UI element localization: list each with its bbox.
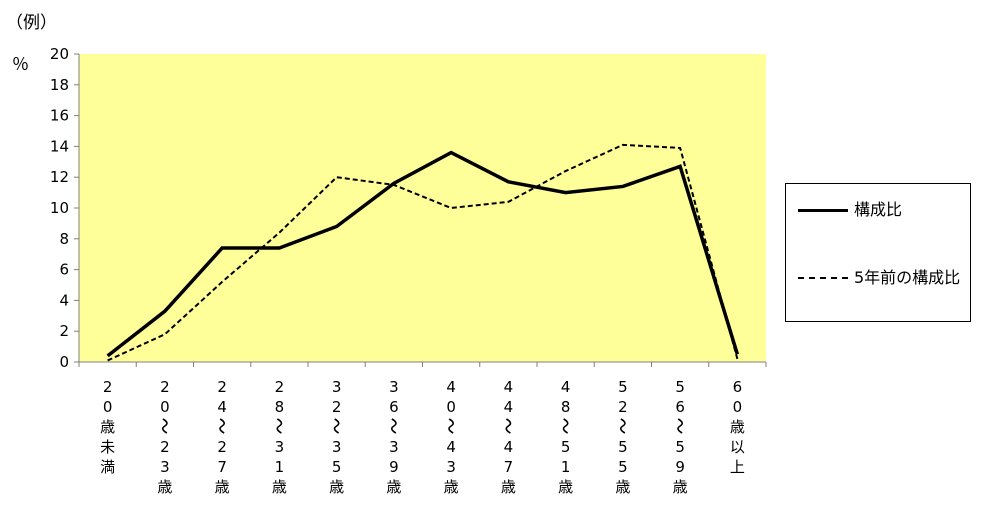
x-category-label: 歳 <box>673 478 688 496</box>
x-category-label: 未 <box>100 438 115 456</box>
y-tick-label: 6 <box>59 261 69 279</box>
x-category-label: 歳 <box>329 478 344 496</box>
plot-area <box>79 54 766 362</box>
x-category-label: 5 <box>561 438 571 456</box>
legend-dashed-line <box>798 277 848 279</box>
x-category-label: 3 <box>275 438 285 456</box>
x-category-label: 歳 <box>215 478 230 496</box>
series-line-2 <box>107 143 739 362</box>
legend-label-series-2: 5年前の構成比 <box>854 268 961 287</box>
x-category-label: 3 <box>160 458 170 476</box>
x-category-label: 2 <box>618 398 628 416</box>
x-category-label: 5 <box>332 458 342 476</box>
y-axis-unit-label: ％ <box>12 55 29 75</box>
legend-item-series-2: 5年前の構成比 <box>798 266 964 290</box>
x-category-label: 満 <box>100 458 115 476</box>
x-category-label: 4 <box>446 378 456 396</box>
x-category-label <box>162 418 168 434</box>
x-category-label: 7 <box>217 458 227 476</box>
y-tick-label: 0 <box>59 353 69 371</box>
legend-solid-line <box>798 209 848 212</box>
y-tick-label: 20 <box>50 45 69 63</box>
x-category-label: 5 <box>618 378 628 396</box>
x-category-label: 2 <box>275 378 285 396</box>
y-tick-label: 10 <box>50 199 69 217</box>
x-category-label: 2 <box>217 438 227 456</box>
x-category-label: 歳 <box>615 478 630 496</box>
x-category-label: 歳 <box>444 478 459 496</box>
x-category-label: 8 <box>561 398 571 416</box>
x-category-label: 5 <box>618 438 628 456</box>
x-category-label: 5 <box>675 438 685 456</box>
y-tick-label: 18 <box>50 76 69 94</box>
x-category-label: 6 <box>733 378 743 396</box>
legend-item-series-1: 構成比 <box>798 198 964 222</box>
x-category-label: 4 <box>446 438 456 456</box>
y-tick-label: 12 <box>50 168 69 186</box>
x-category-label: 3 <box>332 438 342 456</box>
x-category-label: 5 <box>618 458 628 476</box>
x-category-label <box>620 418 626 434</box>
x-category-label <box>276 418 283 434</box>
x-category-label: 2 <box>160 438 170 456</box>
x-category-label: 2 <box>160 378 170 396</box>
x-category-label: 上 <box>730 458 745 476</box>
x-category-label: 1 <box>561 458 571 476</box>
y-tick-label: 16 <box>50 107 69 125</box>
x-category-label <box>562 418 569 434</box>
x-category-label: 3 <box>389 438 399 456</box>
x-category-label: 4 <box>504 398 514 416</box>
x-category-label: 歳 <box>386 478 401 496</box>
x-category-label: 3 <box>446 458 456 476</box>
y-tick-label: 14 <box>50 137 69 155</box>
series-line-1 <box>106 150 740 358</box>
x-category-label: 2 <box>217 378 227 396</box>
x-category-label: 0 <box>446 398 456 416</box>
unit-label: （例） <box>6 13 57 33</box>
x-category-label: 0 <box>103 398 113 416</box>
x-category-label: 6 <box>675 398 685 416</box>
x-category-label <box>677 418 683 434</box>
x-category-label: 4 <box>561 378 571 396</box>
x-category-label: 歳 <box>501 478 516 496</box>
x-category-label: 7 <box>504 458 514 476</box>
x-category-label: 以 <box>730 438 745 456</box>
x-category-label: 歳 <box>558 478 573 496</box>
x-category-label: 0 <box>733 398 743 416</box>
legend-label-series-1: 構成比 <box>854 200 903 219</box>
y-tick-label: 2 <box>59 322 69 340</box>
legend: 構成比 5年前の構成比 <box>785 183 971 322</box>
x-category-label <box>448 418 454 434</box>
x-category-label: 4 <box>217 398 227 416</box>
x-category-label: 9 <box>389 458 399 476</box>
x-category-label: 歳 <box>100 418 115 436</box>
y-tick-label: 4 <box>59 291 69 309</box>
x-category-label: 2 <box>103 378 113 396</box>
x-category-label: 0 <box>160 398 170 416</box>
x-category-label: 歳 <box>272 478 287 496</box>
x-category-label <box>505 418 512 434</box>
x-category-label: 4 <box>504 438 514 456</box>
x-category-label: 1 <box>275 458 285 476</box>
x-category-label: 3 <box>332 378 342 396</box>
x-category-label <box>391 418 397 434</box>
x-category-label: 5 <box>675 378 685 396</box>
x-category-label: 8 <box>275 398 285 416</box>
y-tick-label: 8 <box>59 230 69 248</box>
x-category-label: 2 <box>332 398 342 416</box>
x-category-label: 4 <box>504 378 514 396</box>
x-category-label <box>333 418 340 434</box>
x-category-label: 9 <box>675 458 685 476</box>
x-category-label: 3 <box>389 378 399 396</box>
x-category-label <box>219 418 225 434</box>
x-category-label: 歳 <box>730 418 745 436</box>
x-category-label: 歳 <box>157 478 172 496</box>
x-category-label: 6 <box>389 398 399 416</box>
